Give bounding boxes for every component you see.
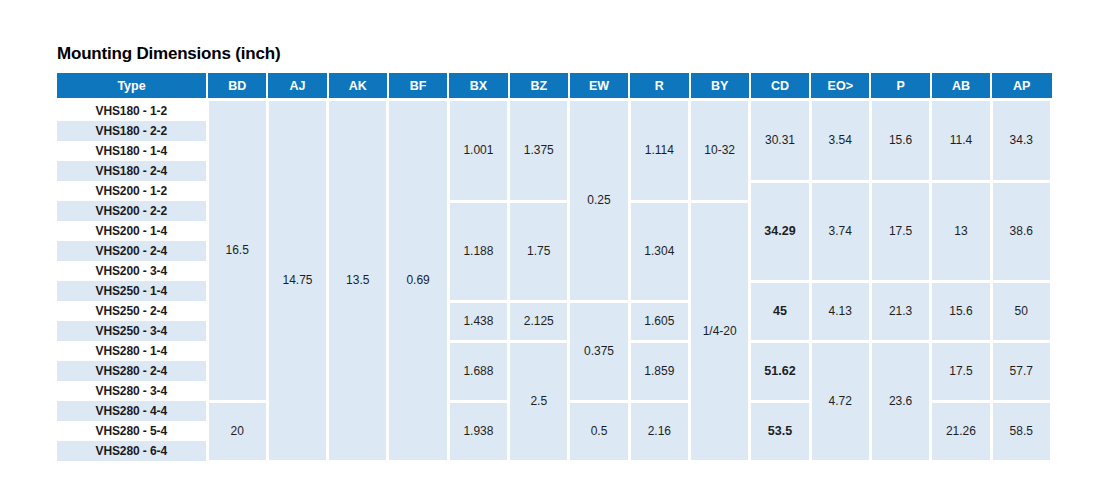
page: Mounting Dimensions (inch) TypeBDAJAKBFB…: [0, 0, 1100, 463]
table-row: VHS180 - 1-216.514.7513.50.691.0011.3750…: [57, 100, 1052, 122]
value-cell-r-0: 1.114: [629, 100, 689, 202]
type-cell: VHS280 - 3-4: [57, 381, 207, 401]
header-cell-eo: EO>: [810, 73, 870, 100]
value-cell-p-0: 15.6: [870, 100, 930, 182]
value-cell-p-1: 17.5: [870, 181, 930, 281]
header-cell-bz: BZ: [509, 73, 569, 100]
value-cell-bx-2: 1.438: [448, 301, 508, 341]
value-cell-ap-1: 38.6: [991, 181, 1051, 281]
value-cell-bf-0: 0.69: [388, 100, 448, 462]
value-cell-cd-2: 45: [750, 281, 810, 341]
type-cell: VHS180 - 1-4: [57, 141, 207, 161]
value-cell-p-2: 21.3: [870, 281, 930, 341]
table-header-row: TypeBDAJAKBFBXBZEWRBYCDEO>PABAP: [57, 73, 1052, 100]
value-cell-ap-3: 57.7: [991, 341, 1051, 401]
header-cell-ab: AB: [931, 73, 991, 100]
type-cell: VHS180 - 2-2: [57, 121, 207, 141]
type-cell: VHS180 - 1-2: [57, 100, 207, 122]
header-cell-p: P: [870, 73, 930, 100]
value-cell-by-0: 10-32: [690, 100, 750, 202]
value-cell-r-2: 1.605: [629, 301, 689, 341]
type-cell: VHS200 - 1-4: [57, 221, 207, 241]
type-cell: VHS250 - 3-4: [57, 321, 207, 341]
value-cell-bx-3: 1.688: [448, 341, 508, 401]
value-cell-r-3: 1.859: [629, 341, 689, 401]
value-cell-ab-4: 21.26: [931, 401, 991, 461]
type-cell: VHS200 - 2-2: [57, 201, 207, 221]
page-title: Mounting Dimensions (inch): [57, 44, 1100, 64]
value-cell-ap-4: 58.5: [991, 401, 1051, 461]
type-cell: VHS280 - 2-4: [57, 361, 207, 381]
header-cell-ew: EW: [569, 73, 629, 100]
value-cell-ap-2: 50: [991, 281, 1051, 341]
value-cell-ab-0: 11.4: [931, 100, 991, 182]
value-cell-bz-1: 1.75: [509, 201, 569, 301]
header-cell-bx: BX: [448, 73, 508, 100]
value-cell-bx-1: 1.188: [448, 201, 508, 301]
value-cell-bd-1: 20: [207, 401, 267, 461]
table-row: VHS280 - 1-41.6882.51.85951.624.7223.617…: [57, 341, 1052, 361]
header-cell-ap: AP: [991, 73, 1051, 100]
type-cell: VHS280 - 6-4: [57, 441, 207, 461]
value-cell-ew-0: 0.25: [569, 100, 629, 302]
header-cell-cd: CD: [750, 73, 810, 100]
value-cell-p-3: 23.6: [870, 341, 930, 461]
header-cell-aj: AJ: [267, 73, 327, 100]
type-cell: VHS180 - 2-4: [57, 161, 207, 181]
value-cell-bx-0: 1.001: [448, 100, 508, 202]
value-cell-ab-3: 17.5: [931, 341, 991, 401]
value-cell-ew-2: 0.5: [569, 401, 629, 461]
type-cell: VHS200 - 3-4: [57, 261, 207, 281]
value-cell-ew-1: 0.375: [569, 301, 629, 401]
value-cell-ab-2: 15.6: [931, 281, 991, 341]
value-cell-bz-0: 1.375: [509, 100, 569, 202]
header-cell-type: Type: [57, 73, 207, 100]
type-cell: VHS280 - 1-4: [57, 341, 207, 361]
value-cell-ab-1: 13: [931, 181, 991, 281]
value-cell-r-4: 2.16: [629, 401, 689, 461]
type-cell: VHS280 - 4-4: [57, 401, 207, 421]
value-cell-ap-0: 34.3: [991, 100, 1051, 182]
header-cell-bf: BF: [388, 73, 448, 100]
value-cell-eo-3: 4.72: [810, 341, 870, 461]
value-cell-by-1: 1/4-20: [690, 201, 750, 461]
header-cell-ak: AK: [328, 73, 388, 100]
value-cell-cd-3: 51.62: [750, 341, 810, 401]
value-cell-cd-0: 30.31: [750, 100, 810, 182]
type-cell: VHS250 - 2-4: [57, 301, 207, 321]
value-cell-cd-4: 53.5: [750, 401, 810, 461]
value-cell-eo-2: 4.13: [810, 281, 870, 341]
value-cell-eo-0: 3.54: [810, 100, 870, 182]
header-cell-r: R: [629, 73, 689, 100]
value-cell-cd-1: 34.29: [750, 181, 810, 281]
header-cell-bd: BD: [207, 73, 267, 100]
value-cell-r-1: 1.304: [629, 201, 689, 301]
mounting-dimensions-table: TypeBDAJAKBFBXBZEWRBYCDEO>PABAP VHS180 -…: [57, 73, 1053, 463]
table-body: VHS180 - 1-216.514.7513.50.691.0011.3750…: [57, 100, 1052, 462]
value-cell-ak-0: 13.5: [328, 100, 388, 462]
value-cell-bz-2: 2.125: [509, 301, 569, 341]
value-cell-bx-4: 1.938: [448, 401, 508, 461]
type-cell: VHS250 - 1-4: [57, 281, 207, 301]
type-cell: VHS280 - 5-4: [57, 421, 207, 441]
value-cell-bz-3: 2.5: [509, 341, 569, 461]
type-cell: VHS200 - 2-4: [57, 241, 207, 261]
header-cell-by: BY: [690, 73, 750, 100]
value-cell-bd-0: 16.5: [207, 100, 267, 402]
value-cell-eo-1: 3.74: [810, 181, 870, 281]
type-cell: VHS200 - 1-2: [57, 181, 207, 201]
value-cell-aj-0: 14.75: [267, 100, 327, 462]
